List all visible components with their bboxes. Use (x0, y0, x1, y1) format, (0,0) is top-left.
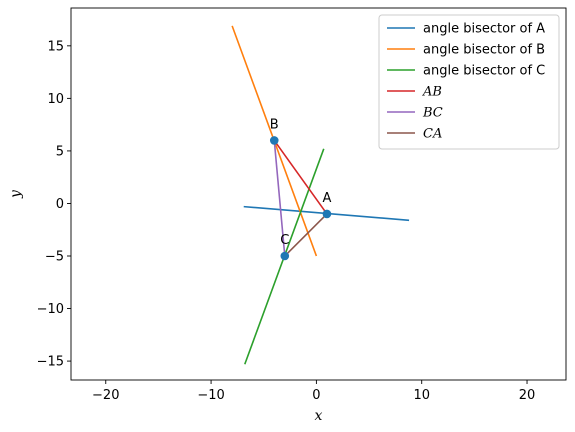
series-line-3 (273, 139, 328, 215)
y-tick-label: 15 (47, 39, 64, 54)
x-tick-label: −20 (92, 388, 119, 403)
y-tick-label: −15 (37, 355, 64, 370)
axes: −20 −10 0 10 20 −15 −10 −5 0 5 10 15 x y (8, 7, 567, 424)
y-axis-label: y (8, 189, 24, 199)
legend-box (378, 14, 560, 150)
vertex-label-C: C (280, 233, 289, 248)
legend-label-5: CA (423, 127, 442, 142)
vertex-point-C (280, 251, 290, 261)
vertex-label-B: B (270, 117, 279, 132)
legend-label-1: angle bisector of B (423, 43, 545, 58)
legend-label-4: BC (422, 106, 443, 121)
vertex-label-A: A (322, 191, 331, 206)
vertex-point-A (322, 209, 332, 219)
x-tick-label: −10 (197, 388, 224, 403)
series-line-4 (273, 140, 286, 257)
plot-area: A B C (231, 25, 410, 365)
x-tick-label: 20 (519, 388, 536, 403)
y-tick-label: 0 (56, 197, 64, 212)
y-tick-label: 5 (56, 144, 64, 159)
x-tick-label: 10 (413, 388, 430, 403)
legend-label-2: angle bisector of C (423, 64, 545, 79)
y-tick-label: −5 (45, 250, 64, 265)
x-tick-label: 0 (312, 388, 320, 403)
y-tick-label: 10 (47, 92, 64, 107)
legend-label-0: angle bisector of A (423, 22, 545, 37)
legend-label-3: AB (422, 85, 442, 100)
legend: angle bisector of A angle bisector of B an… (378, 14, 560, 150)
axes-frame (70, 7, 567, 381)
y-tick-label: −10 (37, 302, 64, 317)
series-line-5 (284, 213, 328, 257)
vertex-point-B (269, 136, 279, 145)
x-axis-label: x (315, 408, 323, 424)
